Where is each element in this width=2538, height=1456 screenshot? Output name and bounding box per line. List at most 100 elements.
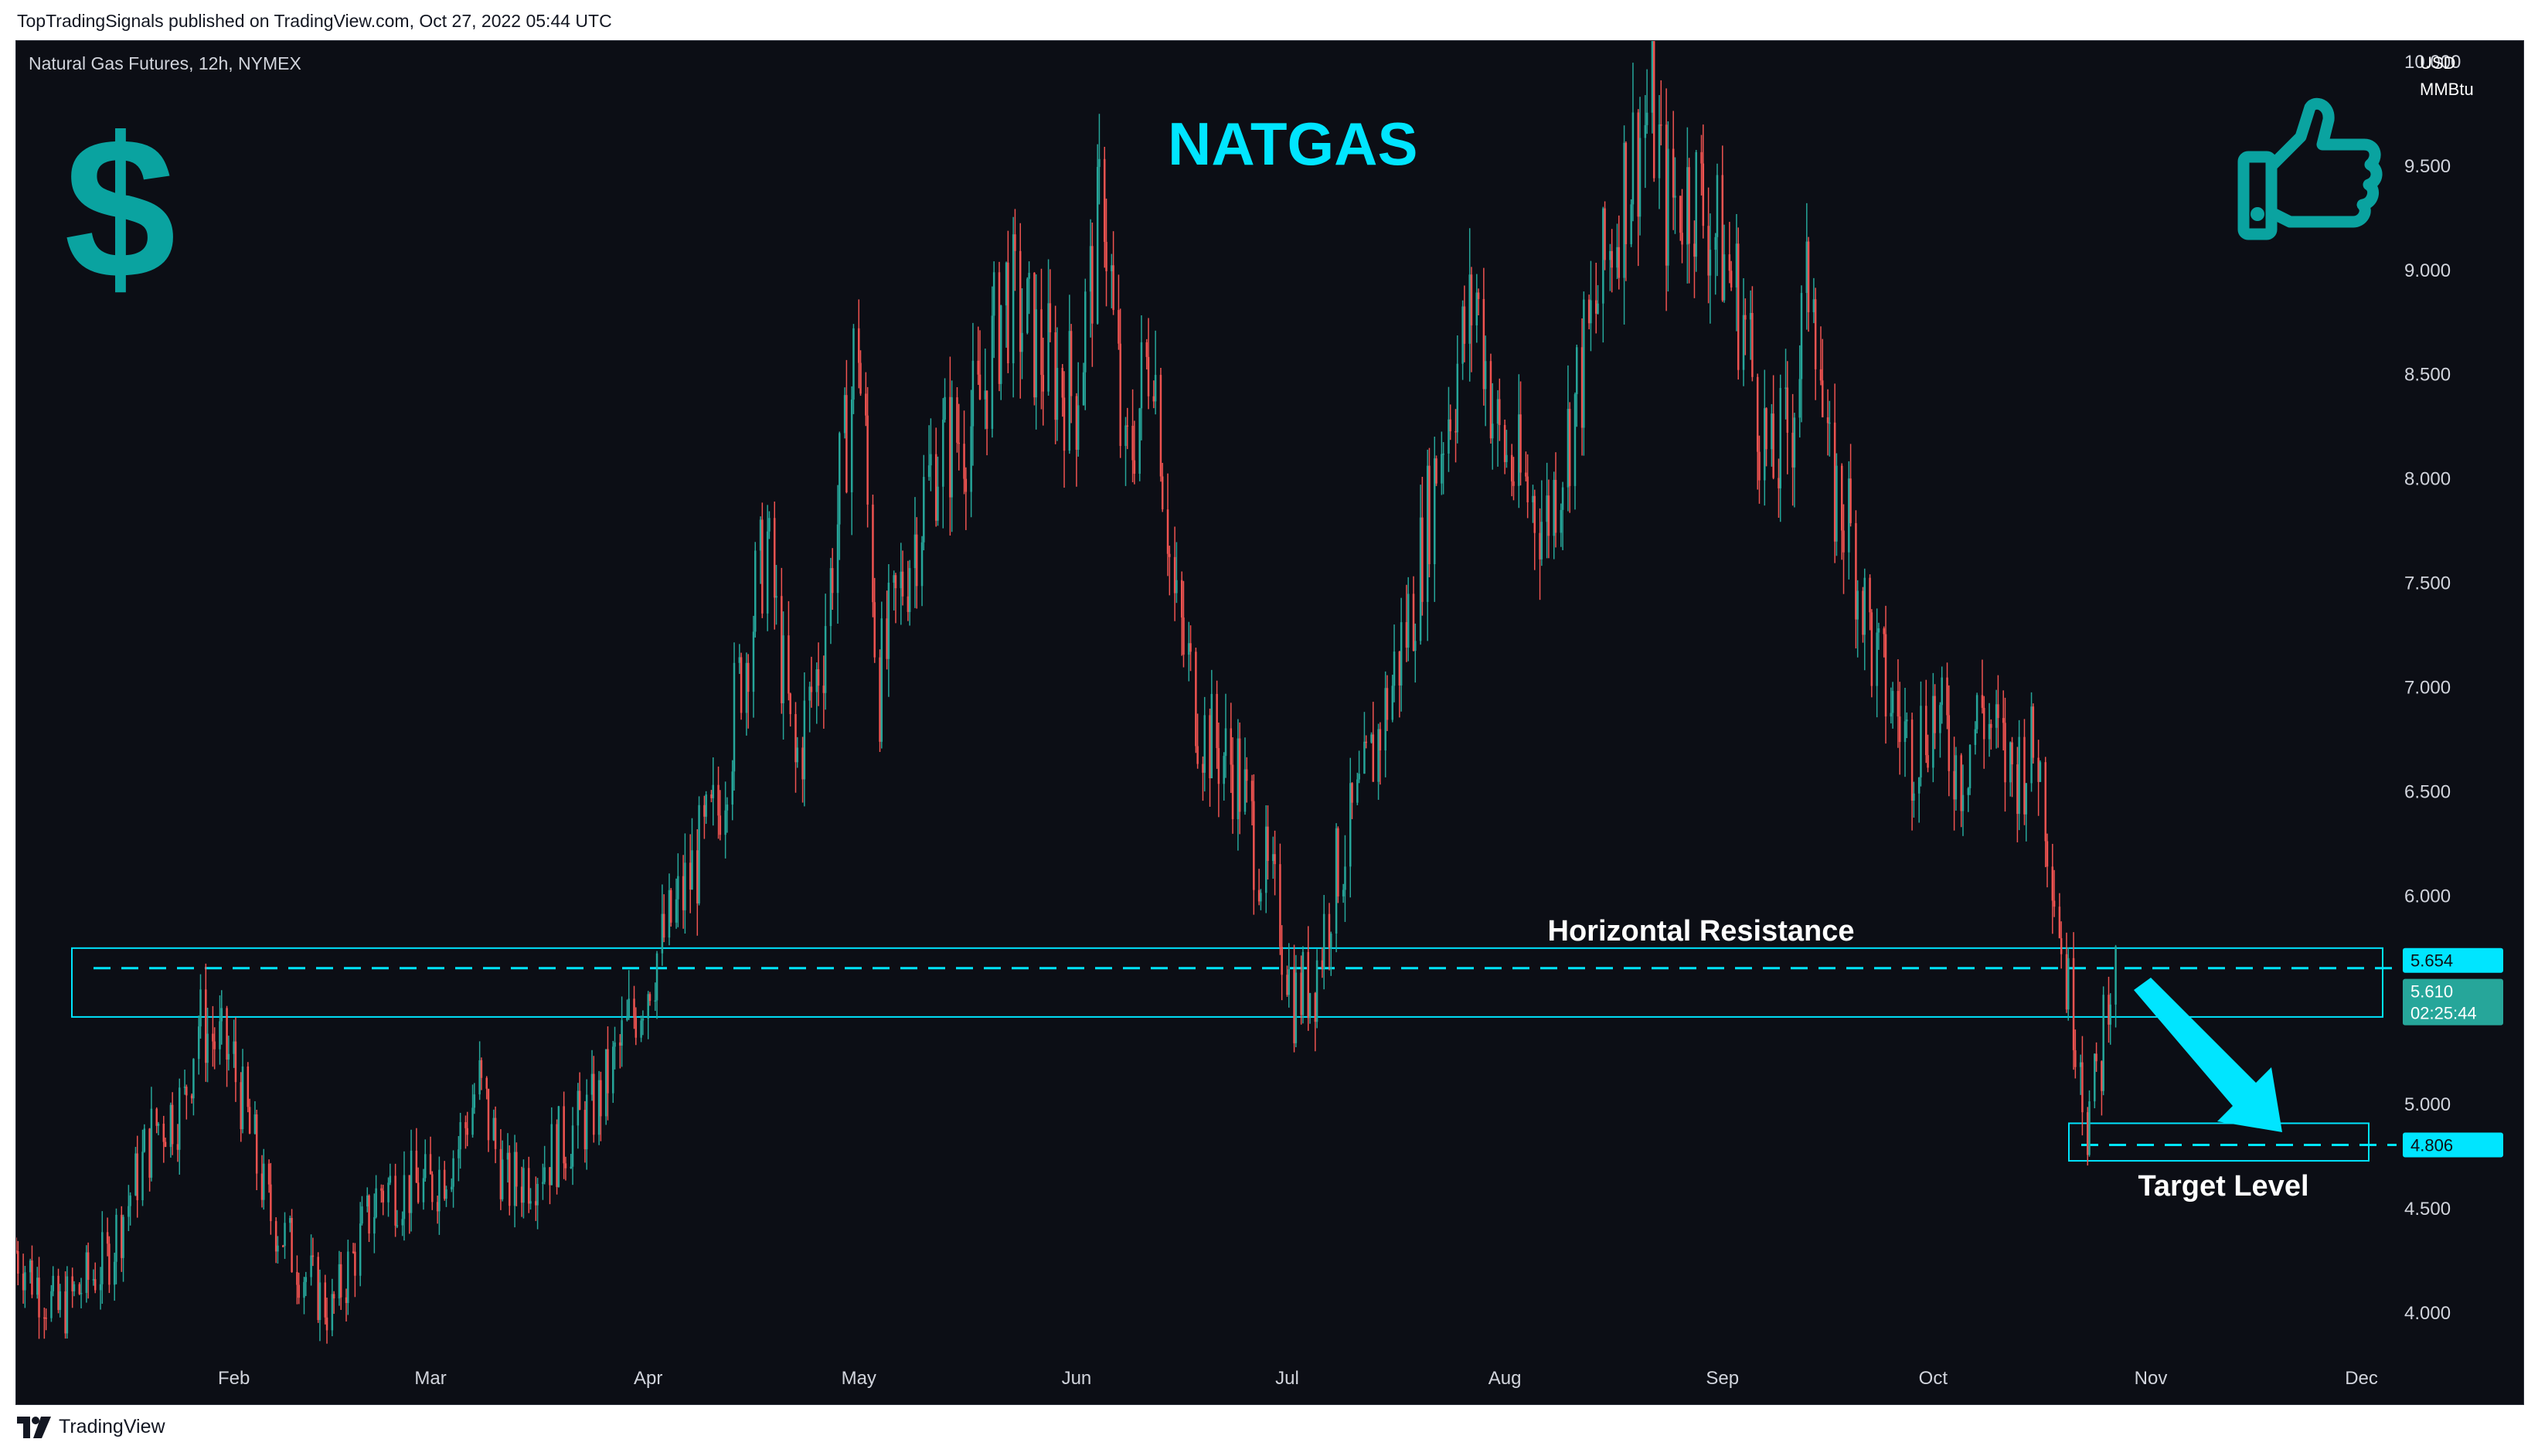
candle xyxy=(1856,580,1859,658)
candle xyxy=(206,1007,209,1083)
candle xyxy=(192,1058,195,1116)
candle xyxy=(1482,267,1485,406)
candle xyxy=(354,1243,356,1298)
candle xyxy=(1456,335,1459,444)
candle xyxy=(1264,805,1267,913)
target-zone[interactable] xyxy=(2068,1122,2370,1162)
candle xyxy=(782,611,784,740)
candle xyxy=(2039,760,2042,782)
candle xyxy=(506,1133,509,1183)
candle xyxy=(858,299,860,389)
candle xyxy=(934,427,937,527)
candle xyxy=(1419,485,1422,645)
candle xyxy=(1496,390,1499,467)
chart-panel[interactable]: 4.0004.5005.0005.5006.0006.5007.0007.500… xyxy=(15,40,2524,1405)
candle xyxy=(227,1036,230,1071)
candle xyxy=(1068,294,1071,454)
candle xyxy=(2011,737,2013,798)
candle xyxy=(662,894,665,943)
candle xyxy=(36,1267,39,1299)
candle xyxy=(1054,305,1056,444)
candle xyxy=(1756,373,1759,490)
candle xyxy=(178,1078,181,1175)
candle xyxy=(1644,95,1647,189)
candle xyxy=(141,1129,144,1206)
symbol-legend[interactable]: Natural Gas Futures, 12h, NYMEX xyxy=(29,53,301,73)
candle xyxy=(1988,702,1991,757)
candle xyxy=(1618,215,1621,290)
candle xyxy=(1744,298,1747,355)
candle xyxy=(1898,682,1901,775)
candle xyxy=(2114,944,2117,1028)
candle xyxy=(571,1107,574,1186)
candle xyxy=(633,985,635,1029)
candle xyxy=(1356,772,1359,805)
y-tick-label: 5.000 xyxy=(2404,1094,2451,1115)
candle xyxy=(1217,722,1220,818)
candle xyxy=(66,1266,69,1339)
candle xyxy=(1849,444,1852,527)
candle xyxy=(1070,324,1073,424)
footer-brand[interactable]: TradingView xyxy=(59,1416,165,1437)
candle xyxy=(155,1107,158,1134)
candle xyxy=(255,1109,258,1191)
candle xyxy=(1295,954,1298,1048)
candle xyxy=(220,990,223,1045)
candle xyxy=(129,1192,131,1226)
candle xyxy=(415,1128,418,1183)
candle xyxy=(1230,702,1233,794)
candle xyxy=(2086,1107,2089,1166)
candle xyxy=(1330,931,1332,976)
candle xyxy=(1126,407,1129,450)
tradingview-logo-icon xyxy=(17,1416,51,1438)
candle xyxy=(836,485,839,624)
candle xyxy=(277,1236,279,1264)
candle xyxy=(501,1140,504,1202)
candle xyxy=(2037,740,2040,816)
candle xyxy=(971,322,975,466)
candle xyxy=(347,1240,349,1315)
chart-canvas[interactable]: 4.0004.5005.0005.5006.0006.5007.0007.500… xyxy=(16,41,2523,1404)
candle xyxy=(773,501,776,630)
target-price-tag: 4.806 xyxy=(2403,1132,2503,1158)
candle xyxy=(648,992,652,1006)
candle xyxy=(1434,436,1436,602)
candle xyxy=(478,1041,481,1101)
candle xyxy=(766,505,769,631)
candle xyxy=(1630,199,1632,247)
candle xyxy=(52,1266,54,1297)
candle xyxy=(122,1214,124,1282)
candle xyxy=(1540,480,1543,566)
candle xyxy=(1202,756,1204,801)
candle xyxy=(324,1274,327,1325)
candle xyxy=(958,403,960,471)
candle xyxy=(1489,353,1492,444)
candle xyxy=(1546,462,1548,559)
candle xyxy=(655,951,658,1019)
candle xyxy=(366,1187,369,1213)
candle xyxy=(197,1015,200,1075)
candle xyxy=(1547,479,1550,559)
candle xyxy=(733,642,736,791)
candle xyxy=(99,1267,102,1310)
candle xyxy=(50,1284,53,1322)
candle xyxy=(2102,986,2104,1096)
resistance-zone[interactable] xyxy=(71,947,2383,1018)
x-axis: Feb Mar Apr May Jun Jul Aug Sep Oct Nov Dec xyxy=(218,1368,2378,1389)
candle xyxy=(121,1206,123,1272)
y-tick-label: 9.500 xyxy=(2404,156,2451,177)
candle xyxy=(339,1251,342,1310)
candle xyxy=(1063,371,1066,488)
publisher-caption: TopTradingSignals published on TradingVi… xyxy=(17,11,612,31)
candle xyxy=(963,410,965,495)
x-tick-label: Mar xyxy=(414,1368,446,1389)
candle xyxy=(352,1243,355,1254)
candle xyxy=(873,577,876,663)
candle xyxy=(1997,675,1999,748)
candle xyxy=(499,1129,502,1210)
candle xyxy=(325,1298,328,1344)
x-tick-label: Feb xyxy=(218,1368,250,1389)
candle xyxy=(1883,626,1886,658)
candle xyxy=(865,372,867,427)
candle xyxy=(1203,696,1206,792)
